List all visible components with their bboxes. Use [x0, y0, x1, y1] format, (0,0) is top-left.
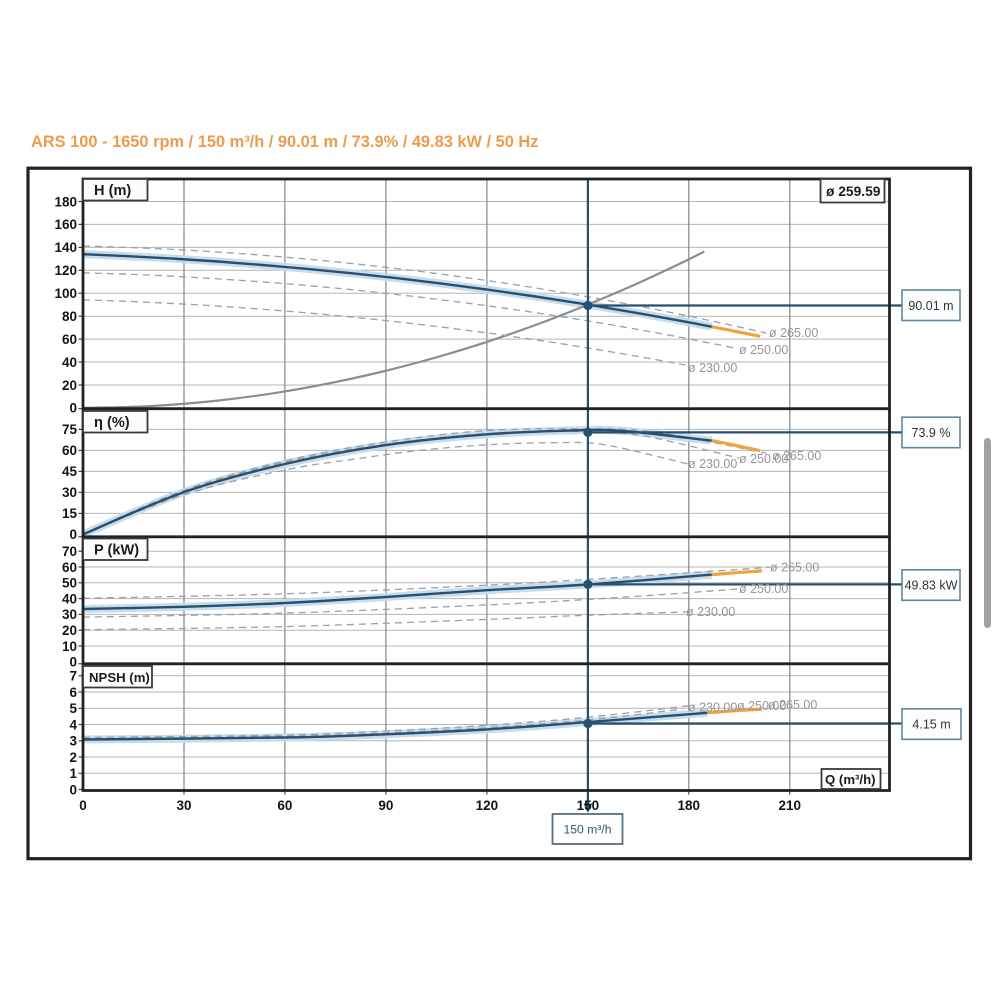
svg-text:10: 10 [62, 639, 77, 654]
svg-text:160: 160 [54, 217, 77, 232]
svg-text:15: 15 [62, 506, 78, 521]
svg-text:20: 20 [62, 378, 77, 393]
svg-text:ø 250.00: ø 250.00 [737, 699, 786, 713]
svg-text:P (kW): P (kW) [94, 543, 139, 559]
svg-text:1: 1 [69, 766, 77, 781]
svg-text:η (%): η (%) [94, 415, 130, 431]
svg-text:40: 40 [62, 591, 77, 606]
svg-text:ø 230.00: ø 230.00 [686, 605, 735, 619]
svg-text:70: 70 [62, 544, 77, 559]
svg-text:Q (m³/h): Q (m³/h) [825, 772, 876, 787]
svg-text:ø 265.00: ø 265.00 [769, 326, 818, 340]
svg-text:60: 60 [62, 443, 77, 458]
svg-text:120: 120 [54, 263, 77, 278]
svg-text:73.9 %: 73.9 % [912, 426, 951, 440]
svg-text:180: 180 [54, 194, 77, 209]
svg-text:75: 75 [62, 422, 78, 437]
svg-text:ø 265.00: ø 265.00 [770, 561, 819, 575]
svg-text:4.15 m: 4.15 m [912, 718, 950, 732]
svg-text:3: 3 [69, 734, 77, 749]
svg-text:60: 60 [62, 332, 77, 347]
svg-text:0: 0 [69, 655, 77, 670]
svg-text:150 m³/h: 150 m³/h [563, 823, 611, 837]
svg-text:90.01 m: 90.01 m [908, 299, 953, 313]
svg-text:49.83 kW: 49.83 kW [905, 579, 958, 593]
svg-text:210: 210 [779, 798, 802, 813]
svg-text:5: 5 [69, 701, 77, 716]
svg-text:H (m): H (m) [94, 183, 131, 199]
svg-text:50: 50 [62, 576, 77, 591]
svg-text:30: 30 [62, 485, 77, 500]
svg-text:45: 45 [62, 464, 78, 479]
svg-text:4: 4 [69, 717, 77, 732]
svg-text:100: 100 [54, 286, 77, 301]
svg-text:30: 30 [62, 607, 77, 622]
svg-text:0: 0 [69, 782, 77, 797]
svg-text:60: 60 [62, 560, 77, 575]
svg-text:ø 250.00: ø 250.00 [739, 582, 788, 596]
svg-text:ARS 100 - 1650 rpm / 150 m³/h: ARS 100 - 1650 rpm / 150 m³/h / 90.01 m … [31, 133, 538, 151]
svg-text:ø 265.00: ø 265.00 [768, 698, 817, 712]
svg-text:7: 7 [69, 669, 77, 684]
svg-text:ø 265.00: ø 265.00 [772, 449, 821, 463]
svg-text:ø 250.00: ø 250.00 [739, 343, 788, 357]
svg-text:180: 180 [678, 798, 701, 813]
svg-text:NPSH (m): NPSH (m) [89, 670, 150, 685]
svg-text:ø 230.00: ø 230.00 [688, 361, 737, 375]
svg-text:20: 20 [62, 623, 77, 638]
svg-text:2: 2 [69, 750, 77, 765]
svg-text:30: 30 [176, 798, 191, 813]
svg-text:80: 80 [62, 309, 77, 324]
svg-text:40: 40 [62, 355, 77, 370]
svg-text:ø 230.00: ø 230.00 [688, 457, 737, 471]
svg-text:90: 90 [378, 798, 393, 813]
svg-text:6: 6 [69, 685, 77, 700]
svg-text:0: 0 [69, 401, 77, 416]
svg-text:ø 230.00: ø 230.00 [688, 701, 737, 715]
svg-text:0: 0 [69, 527, 77, 542]
svg-text:140: 140 [54, 240, 77, 255]
svg-text:ø 250.00: ø 250.00 [739, 452, 788, 466]
svg-text:0: 0 [79, 798, 87, 813]
svg-text:120: 120 [476, 798, 499, 813]
svg-text:ø 259.59: ø 259.59 [826, 184, 881, 199]
svg-text:60: 60 [277, 798, 292, 813]
svg-text:150: 150 [577, 798, 600, 813]
